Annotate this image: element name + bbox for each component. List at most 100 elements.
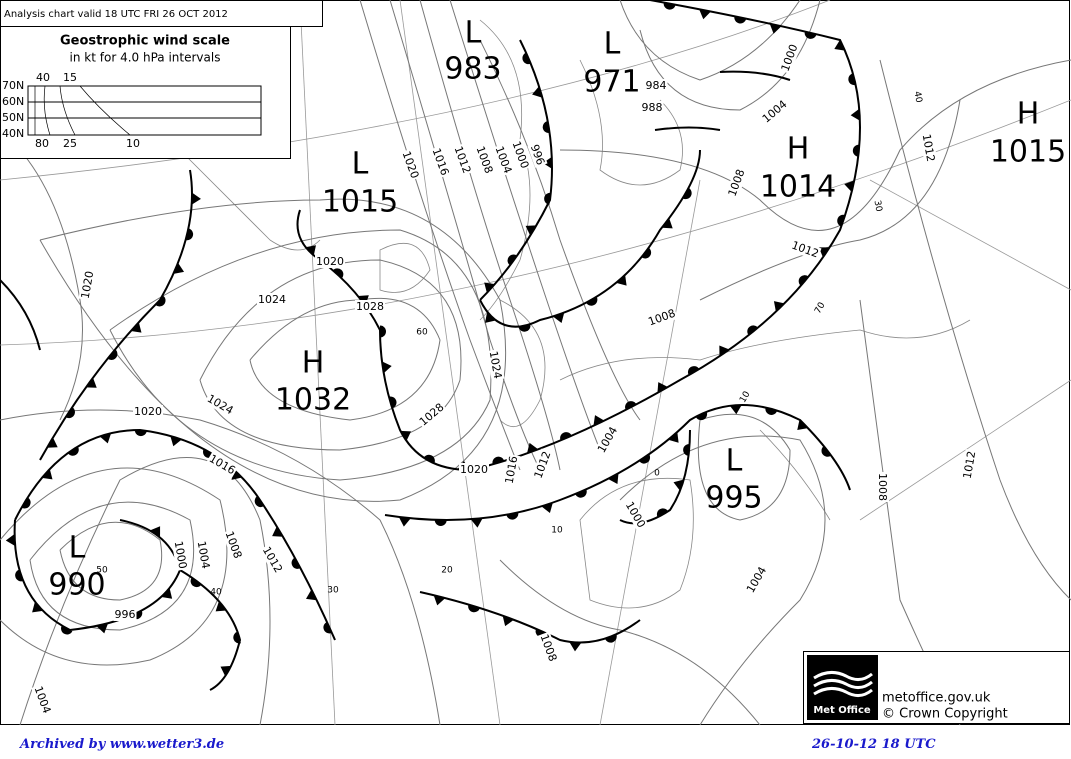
isobar-label: 1000 — [172, 540, 190, 570]
cold-front-triangle — [699, 9, 711, 20]
isobar-label-bg — [743, 563, 770, 596]
front-symbol — [818, 247, 830, 258]
cold-front-triangle — [305, 589, 317, 601]
warm-front-semicircle — [682, 187, 692, 200]
cold-front-triangle — [569, 642, 582, 652]
front-symbol — [190, 577, 202, 588]
isobar-label: 1012 — [961, 450, 979, 480]
front-symbol — [542, 156, 553, 169]
isobar-label-bg — [788, 238, 822, 261]
center-type: L — [726, 444, 743, 479]
wind-scale-box: Geostrophic wind scale in kt for 4.0 hPa… — [0, 26, 291, 159]
wind-scale-latitude: 50N — [2, 111, 24, 124]
isobar-label-bg — [492, 143, 515, 177]
wind-scale-bottom-label: 80 — [35, 137, 49, 150]
front-symbol — [765, 407, 778, 415]
center-value: 1032 — [275, 383, 351, 418]
warm-front-semicircle — [65, 407, 75, 419]
isobar-label-bg — [778, 41, 801, 75]
cold-front-triangle — [657, 382, 668, 393]
front-symbol — [532, 86, 543, 98]
isobar-label-bg — [537, 631, 560, 665]
front-symbol — [379, 325, 387, 338]
warm-front-semicircle — [67, 446, 79, 456]
center-type: L — [604, 27, 621, 62]
warm-front-semicircle — [798, 275, 809, 286]
cold-front-triangle — [130, 322, 142, 333]
warm-front-semicircle — [804, 31, 817, 39]
cold-front-triangle — [834, 39, 846, 51]
cold-front-triangle — [668, 431, 679, 443]
front-symbol — [332, 268, 344, 279]
warm-front-semicircle — [506, 512, 519, 520]
isobar-label-bg — [594, 423, 621, 456]
wind-label: 50 — [96, 566, 108, 576]
front-symbol — [607, 473, 619, 485]
cold-front-triangle — [173, 262, 185, 274]
cold-front-triangle — [484, 282, 495, 293]
front-symbol — [797, 419, 808, 431]
wind-scale-latitude: 60N — [2, 95, 24, 108]
front-symbol — [388, 396, 397, 409]
logo-site: metoffice.gov.uk — [882, 691, 991, 706]
warm-front-semicircle — [625, 401, 637, 410]
isobar-label: 1024 — [258, 293, 286, 306]
cold-front-triangle — [485, 312, 496, 323]
cold-front-triangle — [381, 361, 392, 374]
isobar-label-bg — [194, 539, 213, 571]
front-symbol — [560, 432, 572, 441]
front-symbol — [837, 214, 846, 227]
front-symbol — [729, 404, 742, 415]
isobar-label: 1012 — [920, 133, 938, 163]
center-value: 971 — [583, 65, 640, 100]
front-symbol — [470, 518, 483, 528]
wind-scale-title: Geostrophic wind scale — [60, 34, 230, 49]
front-symbol — [850, 108, 860, 121]
logo-waves — [813, 671, 873, 697]
center-value: 1014 — [760, 170, 836, 205]
warm-front-semicircle — [605, 634, 617, 643]
archive-note: Archived by www.wetter3.de — [20, 737, 225, 752]
isobar-label-bg — [355, 300, 385, 313]
warm-front-semicircle — [254, 496, 265, 508]
front-symbol — [575, 489, 587, 498]
front-symbol — [673, 479, 684, 491]
front-symbol — [173, 262, 185, 274]
isobar-label-bg — [876, 472, 889, 502]
front-symbol — [233, 631, 241, 644]
warm-front-semicircle — [61, 625, 73, 635]
isobar-label-bg — [259, 543, 286, 576]
front-symbol — [719, 345, 730, 357]
cold-front-triangle — [191, 192, 201, 205]
front-symbol — [656, 508, 669, 518]
wind-scale-top-label: 40 — [36, 71, 50, 84]
isobar-label-bg — [960, 449, 979, 481]
center-type: H — [1017, 97, 1040, 132]
front-symbol — [305, 245, 316, 256]
front-symbol — [852, 144, 860, 157]
warm-front-semicircle — [544, 192, 551, 205]
front-symbol — [522, 52, 531, 65]
front-symbol — [21, 497, 31, 509]
front-symbol — [46, 437, 58, 448]
wind-scale-frame — [0, 26, 291, 159]
wind-label: 40 — [210, 588, 222, 598]
front-symbol — [747, 325, 758, 336]
wind-label: 30 — [872, 200, 884, 213]
coastlines — [179, 19, 971, 609]
center-value: 1015 — [990, 135, 1066, 170]
cold-front-triangle — [433, 595, 446, 606]
front-symbol — [695, 411, 708, 421]
front-symbol — [305, 589, 317, 601]
isobar-label: 1020 — [79, 270, 97, 300]
front-symbol — [65, 407, 75, 419]
cold-front-triangle — [32, 601, 43, 613]
warm-front-semicircle — [641, 247, 652, 259]
warm-front-semicircle — [233, 631, 241, 644]
isobar-label-bg — [222, 528, 245, 562]
warm-front-semicircle — [492, 456, 505, 465]
front-symbol — [134, 429, 147, 437]
front-symbol — [544, 192, 551, 205]
